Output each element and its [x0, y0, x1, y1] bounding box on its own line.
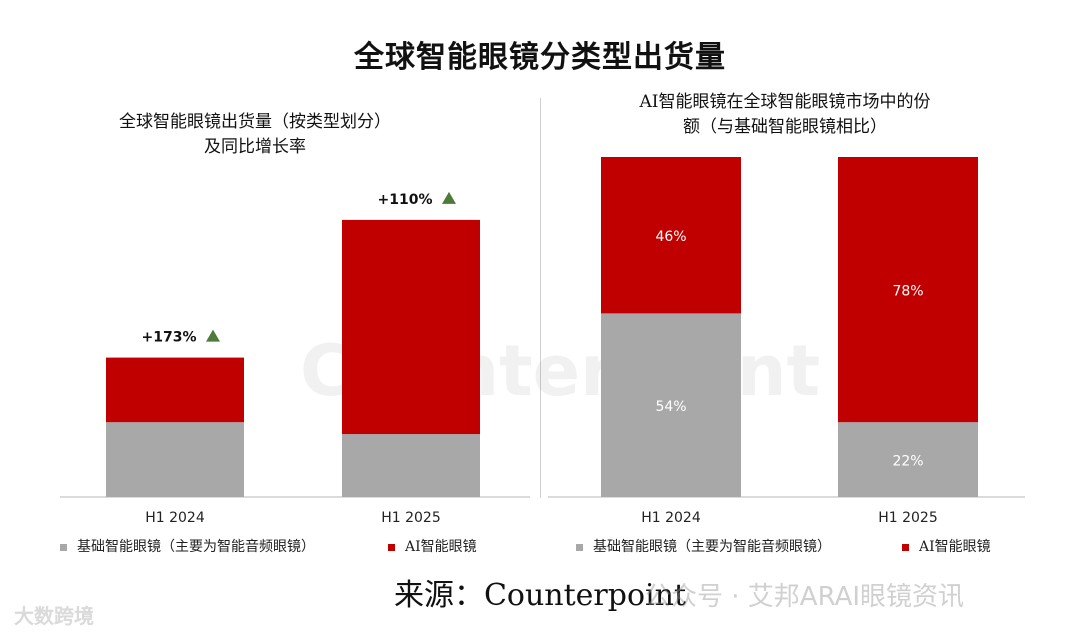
- left-chart-title: 全球智能眼镜出货量（按类型划分） 及同比增长率: [90, 110, 420, 160]
- up-arrow-icon: [206, 329, 220, 342]
- bar-segment: [106, 357, 244, 423]
- legend-swatch-basic: [60, 543, 67, 551]
- legend-swatch-basic: [576, 543, 583, 551]
- data-label: 54%: [655, 399, 686, 415]
- source-caption: 来源：Counterpoint: [393, 578, 687, 613]
- bar-segment: [106, 422, 244, 497]
- data-label: 46%: [655, 229, 686, 245]
- bar-segment: [342, 219, 480, 435]
- x-tick-label: H1 2024: [641, 510, 701, 526]
- left-legend-ai: AI智能眼镜: [388, 536, 477, 556]
- bar-segment: [342, 434, 480, 497]
- data-label: 22%: [892, 454, 923, 470]
- legend-swatch-ai: [902, 543, 909, 551]
- x-tick-label: H1 2025: [381, 510, 441, 526]
- left-chart-title-line-2: 及同比增长率: [204, 137, 306, 157]
- growth-label: +173%: [142, 330, 197, 346]
- left-chart-title-line-1: 全球智能眼镜出货量（按类型划分）: [119, 112, 391, 132]
- right-chart-title: AI智能眼镜在全球智能眼镜市场中的份 额（与基础智能眼镜相比）: [600, 90, 970, 140]
- growth-label: +110%: [378, 192, 433, 208]
- right-chart-title-line-2: 额（与基础智能眼镜相比）: [683, 117, 887, 137]
- bar-segment: [601, 157, 741, 314]
- right-legend-ai: AI智能眼镜: [902, 536, 991, 556]
- legend-label-ai: AI智能眼镜: [405, 539, 477, 555]
- right-chart-title-line-1: AI智能眼镜在全球智能眼镜市场中的份: [639, 92, 931, 112]
- up-arrow-icon: [442, 191, 456, 204]
- x-tick-label: H1 2024: [145, 510, 205, 526]
- x-tick-label: H1 2025: [878, 510, 938, 526]
- legend-label-basic: 基础智能眼镜（主要为智能音频眼镜）: [77, 539, 315, 555]
- legend-label-ai: AI智能眼镜: [919, 539, 991, 555]
- legend-label-basic: 基础智能眼镜（主要为智能音频眼镜）: [593, 539, 831, 555]
- legend-swatch-ai: [388, 543, 395, 551]
- data-label: 78%: [892, 284, 923, 300]
- left-legend-basic: 基础智能眼镜（主要为智能音频眼镜）: [60, 536, 315, 556]
- page-title: 全球智能眼镜分类型出货量: [354, 40, 726, 75]
- panel-divider: [540, 98, 541, 498]
- bar-segment: [838, 422, 978, 497]
- watermark-right: 公众号 · 艾邦ARAI眼镜资讯: [645, 582, 965, 612]
- bar-segment: [601, 313, 741, 497]
- bar-segment: [838, 157, 978, 423]
- right-legend-basic: 基础智能眼镜（主要为智能音频眼镜）: [576, 536, 831, 556]
- watermark-left: 大数跨境: [14, 604, 94, 628]
